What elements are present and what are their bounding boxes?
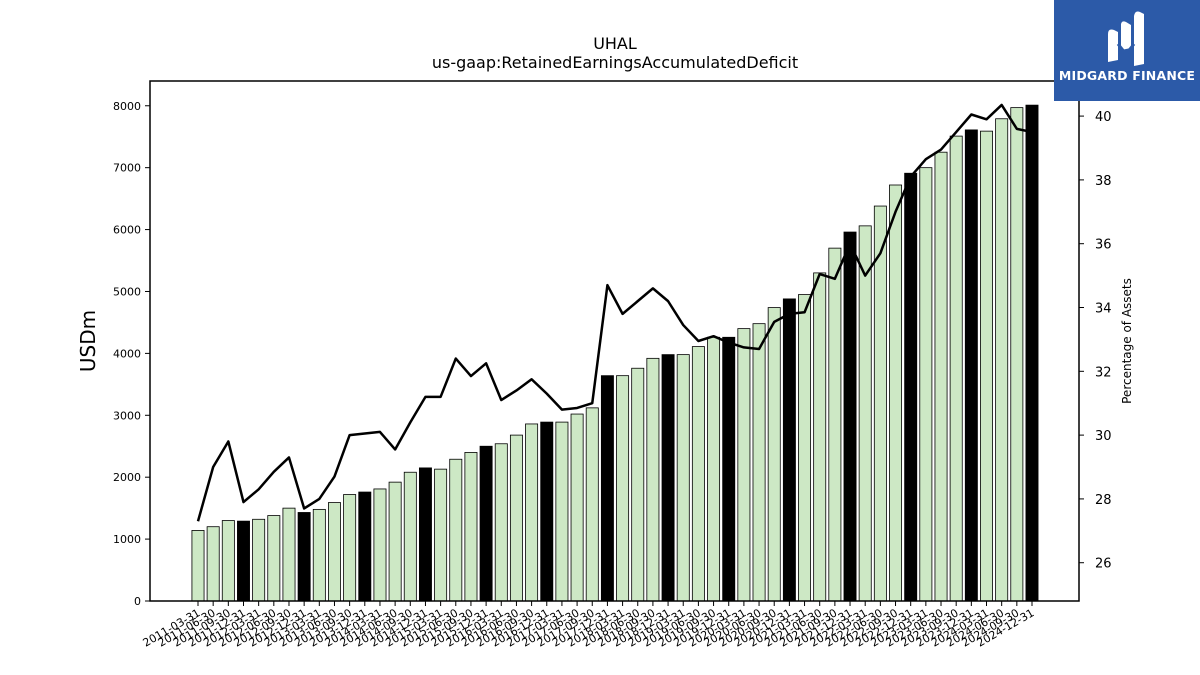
bar-2012-12-31	[297, 512, 311, 602]
bar-2021-09-30	[828, 247, 842, 602]
chart-subtitle: us-gaap:RetainedEarningsAccumulatedDefic…	[432, 53, 798, 72]
bar-2014-09-30	[403, 471, 417, 602]
bar-2023-06-30	[934, 151, 948, 602]
bar-2022-06-30	[873, 205, 887, 602]
percentage-line-series	[196, 103, 1033, 522]
bar-2011-03-31	[191, 530, 205, 602]
bar-2011-09-30	[221, 520, 235, 602]
bar-2021-06-30	[813, 272, 827, 602]
percentage-line	[196, 103, 1033, 522]
bar-2019-03-31	[676, 354, 690, 602]
midgard-m-icon	[1108, 11, 1144, 66]
bar-2016-12-31	[540, 421, 554, 602]
bar-2017-06-30	[570, 413, 584, 602]
bar-2012-06-30	[267, 515, 281, 602]
axes: 0 1000 2000 3000 4000 5000 6000 7000 8000 26 28 30 3…	[113, 100, 1112, 650]
bar-2022-03-31	[858, 225, 872, 602]
bar-2024-12-31	[1025, 104, 1039, 602]
bar-2020-12-31	[782, 298, 796, 602]
bar-2016-03-31	[494, 443, 508, 602]
bar-series	[191, 104, 1039, 602]
bar-2018-09-30	[646, 357, 660, 602]
bar-2013-06-30	[328, 502, 341, 602]
brand-logo: MIDGARD FINANCE	[1054, 0, 1200, 101]
bar-2020-03-31	[737, 328, 751, 602]
bar-2019-09-30	[707, 336, 721, 602]
bar-2024-09-30	[1010, 107, 1024, 602]
bar-2021-12-31	[843, 231, 857, 602]
bar-2014-06-30	[388, 481, 402, 602]
y2-tick-label-34: 34	[1095, 302, 1112, 317]
y-tick-label-0: 0	[134, 595, 141, 608]
bar-2015-12-31	[479, 445, 493, 602]
bar-2024-06-30	[995, 118, 1009, 602]
y2-tick-label-40: 40	[1095, 110, 1112, 125]
bar-2013-03-31	[312, 508, 326, 602]
chart-title: UHAL	[593, 34, 637, 53]
bar-2022-09-30	[889, 184, 902, 602]
bar-2018-03-31	[616, 375, 630, 602]
bar-2019-12-31	[722, 336, 736, 602]
y-tick-label-3000: 3000	[113, 409, 141, 422]
bar-2020-09-30	[767, 307, 781, 602]
bar-2023-03-31	[919, 167, 933, 602]
bar-2017-09-30	[585, 407, 599, 602]
bar-2017-03-31	[555, 421, 569, 602]
bar-2024-03-31	[980, 130, 993, 602]
y-tick-label-8000: 8000	[113, 100, 141, 113]
bar-2017-12-31	[600, 375, 614, 602]
bar-2015-06-30	[449, 458, 463, 602]
y2-tick-label-28: 28	[1095, 493, 1112, 508]
bar-2020-06-30	[752, 323, 766, 602]
y-axis-label: USDm	[76, 310, 100, 372]
y2-tick-label-38: 38	[1095, 174, 1112, 189]
bar-2014-12-31	[418, 467, 432, 602]
bar-2015-03-31	[434, 468, 448, 602]
y2-axis-label: Percentage of Assets	[1120, 278, 1134, 404]
bar-2013-12-31	[358, 491, 372, 602]
bar-2014-03-31	[373, 488, 387, 602]
bar-2019-06-30	[691, 346, 705, 602]
bar-2016-09-30	[525, 423, 539, 602]
y2-tick-label-32: 32	[1095, 365, 1112, 380]
bar-2021-03-31	[798, 294, 812, 602]
bar-2015-09-30	[464, 452, 478, 602]
y-tick-label-7000: 7000	[113, 162, 141, 175]
bar-2018-06-30	[631, 367, 645, 602]
bar-2023-12-31	[964, 129, 978, 602]
y-tick-label-4000: 4000	[113, 347, 141, 360]
bar-2012-03-31	[252, 518, 266, 602]
y2-tick-label-36: 36	[1095, 238, 1112, 253]
bar-2012-09-30	[282, 507, 296, 602]
plot-frame	[149, 80, 1080, 602]
bar-2022-12-31	[904, 172, 918, 602]
bar-2011-06-30	[206, 526, 220, 602]
y-tick-label-5000: 5000	[113, 285, 141, 298]
bar-2013-09-30	[343, 494, 357, 602]
bar-2016-06-30	[509, 434, 523, 602]
y-tick-label-6000: 6000	[113, 224, 141, 237]
y2-tick-label-30: 30	[1095, 429, 1112, 444]
brand-name: MIDGARD FINANCE	[1058, 68, 1196, 83]
y2-tick-label-26: 26	[1095, 557, 1112, 572]
bar-2023-09-30	[949, 135, 963, 602]
y-tick-label-2000: 2000	[113, 471, 141, 484]
bar-2011-12-31	[237, 520, 250, 602]
bar-2018-12-31	[661, 354, 675, 602]
y-tick-label-1000: 1000	[113, 533, 141, 546]
